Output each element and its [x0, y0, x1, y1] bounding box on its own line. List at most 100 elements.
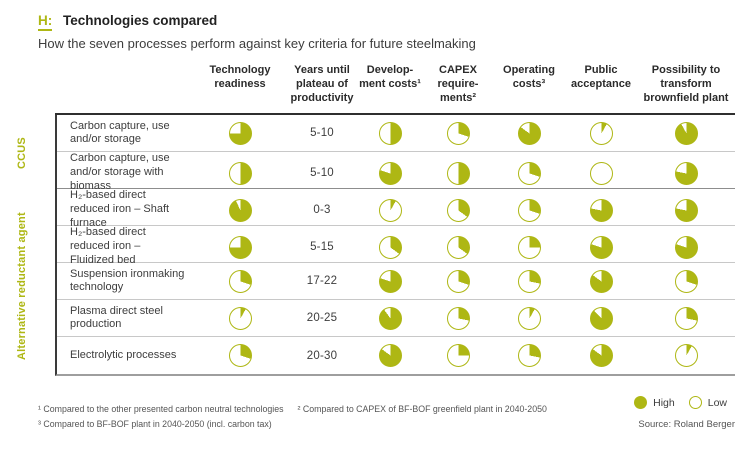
cell-brownfield-transform [637, 198, 735, 222]
rating-pie-public-acceptance [589, 198, 613, 222]
cell-development-costs [357, 198, 423, 222]
rating-pie-public-acceptance [589, 235, 613, 259]
rating-pie-brownfield-transform [674, 121, 698, 145]
figure-footer: High Low ¹ Compared to the other present… [38, 396, 735, 432]
footnote-2: ² Compared to CAPEX of BF-BOF greenfield… [297, 404, 547, 415]
cell-years-until-plateau: 20-30 [306, 349, 338, 362]
rating-pie-public-acceptance [589, 344, 613, 368]
cell-brownfield-transform [637, 344, 735, 368]
legend-high-label: High [653, 396, 675, 409]
cell-development-costs [357, 269, 423, 293]
rating-pie-operating-costs [517, 306, 541, 330]
table-row: Electrolytic processes 20-30 [57, 337, 735, 374]
process-label: Electrolytic processes [70, 349, 177, 362]
cell-years-until-plateau: 5-10 [310, 127, 334, 140]
rating-pie-public-acceptance [589, 121, 613, 145]
rating-pie-public-acceptance [589, 161, 613, 185]
table-row: Plasma direct steel production 20-25 [57, 300, 735, 338]
cell-public-acceptance [565, 121, 637, 145]
cell-development-costs [357, 121, 423, 145]
rating-pie-capex-requirements [446, 161, 470, 185]
cell-brownfield-transform [637, 235, 735, 259]
figure-title-line: H: Technologies compared [38, 13, 735, 31]
cell-operating-costs [493, 306, 565, 330]
header-technology-readiness: Technology readiness [209, 63, 271, 90]
header-development-costs: Develop-ment costs¹ [359, 63, 421, 90]
cell-development-costs [357, 344, 423, 368]
figure-subtitle: How the seven processes perform against … [38, 35, 476, 51]
legend-low-icon [688, 396, 702, 410]
rating-pie-operating-costs [517, 235, 541, 259]
table-row: H₂-based direct reduced iron – Shaft fur… [57, 189, 735, 229]
cell-public-acceptance [565, 269, 637, 293]
footnote-3: ³ Compared to BF-BOF plant in 2040-2050 … [38, 419, 272, 430]
source-credit: Source: Roland Berger [638, 419, 735, 431]
cell-operating-costs [493, 121, 565, 145]
rating-pie-public-acceptance [589, 306, 613, 330]
rating-pie-capex-requirements [446, 344, 470, 368]
cell-development-costs [357, 235, 423, 259]
cell-operating-costs [493, 161, 565, 185]
rating-pie-operating-costs [517, 269, 541, 293]
process-label: Carbon capture, use and/or storage [70, 119, 170, 146]
cell-operating-costs [493, 198, 565, 222]
rating-pie-technology-readiness [228, 198, 252, 222]
cell-brownfield-transform [637, 161, 735, 185]
rating-pie-technology-readiness [228, 121, 252, 145]
group-label-ccus: CCUS [16, 137, 28, 170]
rating-pie-development-costs [378, 269, 402, 293]
cell-capex-requirements [423, 306, 493, 330]
rating-pie-technology-readiness [228, 269, 252, 293]
cell-development-costs [357, 161, 423, 185]
footnote-1: ¹ Compared to the other presented carbon… [38, 404, 284, 415]
cell-brownfield-transform [637, 121, 735, 145]
rating-pie-technology-readiness [228, 235, 252, 259]
footnote-line-2: ³ Compared to BF-BOF plant in 2040-2050 … [38, 417, 578, 432]
cell-brownfield-transform [637, 306, 735, 330]
cell-technology-readiness [193, 344, 287, 368]
process-label: H₂-based direct reduced iron – Shaft fur… [70, 189, 170, 229]
legend-low-label: Low [707, 396, 727, 409]
comparison-table: Technology readiness Years until plateau… [8, 61, 735, 377]
cell-years-until-plateau: 20-25 [306, 312, 338, 325]
rating-pie-brownfield-transform [674, 198, 698, 222]
rating-pie-capex-requirements [446, 198, 470, 222]
process-label: Suspension ironmaking technology [70, 267, 185, 294]
cell-capex-requirements [423, 121, 493, 145]
rating-pie-brownfield-transform [674, 235, 698, 259]
rating-pie-capex-requirements [446, 306, 470, 330]
cell-brownfield-transform [637, 269, 735, 293]
cell-technology-readiness [193, 235, 287, 259]
footnote-line-1: ¹ Compared to the other presented carbon… [38, 402, 578, 417]
rating-pie-brownfield-transform [674, 161, 698, 185]
rating-pie-public-acceptance [589, 269, 613, 293]
rating-pie-operating-costs [517, 161, 541, 185]
cell-technology-readiness [193, 306, 287, 330]
cell-technology-readiness [193, 161, 287, 185]
cell-public-acceptance [565, 161, 637, 185]
rating-pie-development-costs [378, 344, 402, 368]
legend: High Low [634, 396, 735, 410]
rating-pie-capex-requirements [446, 235, 470, 259]
rating-pie-technology-readiness [228, 161, 252, 185]
cell-public-acceptance [565, 235, 637, 259]
rating-pie-brownfield-transform [674, 306, 698, 330]
table-header-row: Technology readiness Years until plateau… [55, 61, 735, 116]
header-years-until-plateau: Years until plateau of productivity [290, 63, 354, 105]
cell-development-costs [357, 306, 423, 330]
rating-pie-operating-costs [517, 198, 541, 222]
group-label-alternative-reductant-agent: Alternative reductant agent [16, 212, 28, 361]
footnotes: ¹ Compared to the other presented carbon… [38, 402, 578, 432]
figure-title: Technologies compared [63, 13, 218, 28]
header-capex-requirements: CAPEX require-ments² [437, 63, 479, 105]
header-public-acceptance: Public acceptance [571, 63, 631, 90]
cell-technology-readiness [193, 198, 287, 222]
cell-years-until-plateau: 5-10 [310, 167, 334, 180]
cell-years-until-plateau: 0-3 [313, 204, 331, 217]
cell-capex-requirements [423, 161, 493, 185]
process-label: Carbon capture, use and/or storage with … [70, 152, 170, 192]
legend-high-icon [634, 396, 648, 410]
group-label-strip: CCUS Alternative reductant agent [8, 115, 55, 376]
table-rows: Carbon capture, use and/or storage 5-10 … [55, 115, 735, 377]
cell-years-until-plateau: 5-15 [310, 241, 334, 254]
